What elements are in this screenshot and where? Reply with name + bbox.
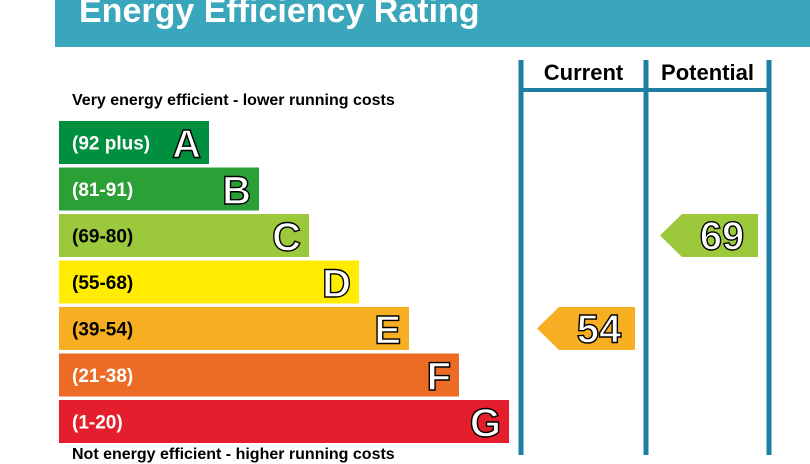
top-note: Very energy efficient - lower running co… [72, 92, 395, 109]
band-range-f: (21-38) [72, 366, 133, 387]
band-b [59, 167, 259, 211]
band-letter-a: A [172, 123, 201, 167]
rating-arrow-potential [660, 214, 758, 257]
band-g [59, 400, 509, 443]
band-range-g: (1-20) [72, 413, 123, 434]
band-letter-g: G [470, 402, 501, 446]
rating-value-current: 54 [577, 308, 622, 352]
chart-title: Energy Efficiency Rating [79, 0, 480, 30]
header-bar: Energy Efficiency Rating [55, 0, 810, 47]
band-letter-e: E [374, 309, 401, 353]
band-letter-d: D [322, 262, 351, 306]
band-letter-b: B [222, 169, 251, 213]
band-d [59, 260, 359, 304]
band-range-e: (39-54) [72, 320, 133, 341]
band-range-d: (55-68) [72, 273, 133, 294]
band-f [59, 353, 459, 397]
column-header-current: Current [544, 60, 624, 85]
band-c [59, 214, 309, 257]
band-range-c: (69-80) [72, 227, 133, 248]
band-letter-c: C [272, 216, 301, 260]
band-range-a: (92 plus) [72, 134, 150, 155]
column-header-potential: Potential [661, 60, 754, 85]
band-e [59, 307, 409, 350]
rating-arrow-current [537, 307, 635, 350]
band-letter-f: F [427, 355, 451, 399]
band-a [59, 121, 209, 164]
band-range-b: (81-91) [72, 180, 133, 201]
rating-value-potential: 69 [700, 215, 745, 259]
